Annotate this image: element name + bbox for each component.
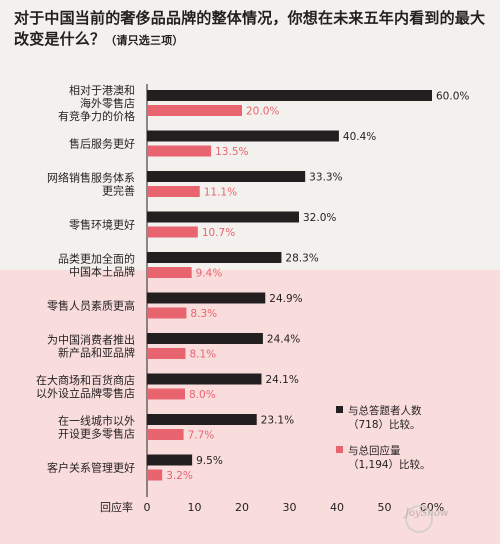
legend-entry-text: （1,194）比较。 [348,458,431,471]
category-label: 海外零售店 [80,96,135,110]
x-tick-label: 50 [378,501,392,514]
category-label: 零售环境更好 [69,218,135,232]
data-label-respondents: 33.3% [309,172,342,184]
chart-title-note: （请只选三项） [105,34,184,47]
category-label: 客户关系管理更好 [47,461,135,475]
chart-title: 对于中国当前的奢侈品品牌的整体情况，你想在未来五年内看到的最大改变是什么？（请只… [14,8,492,51]
bar-respondents [147,292,266,304]
category-label: 中国本土品牌 [69,265,135,279]
bar-respondents [147,171,306,182]
data-label-responses: 8.3% [190,308,217,320]
category-label: 在一线城市以外 [58,414,135,428]
background-bottom [0,270,500,544]
data-label-responses: 11.1% [204,187,237,199]
bar-responses [147,186,200,197]
category-label: 售后服务更好 [69,137,135,151]
legend-swatch [336,446,343,453]
bar-respondents [147,373,262,385]
data-label-responses: 8.0% [189,389,216,401]
watermark: JoyShow [405,508,449,519]
bar-responses [147,226,198,238]
watermark-logo-icon [405,505,433,533]
bar-responses [147,388,185,400]
legend-entry-text: 与总答题者人数 [348,404,422,417]
x-tick-label: 0 [144,501,151,514]
bar-responses [147,469,163,481]
data-label-responses: 9.4% [196,268,223,280]
legend-swatch [336,406,343,413]
x-tick-label: 20 [235,501,249,514]
data-label-respondents: 28.3% [285,253,318,265]
data-label-responses: 3.2% [166,470,193,482]
category-label: 更完善 [102,184,135,198]
bar-responses [147,105,242,116]
category-label: 品类更加全面的 [58,252,135,266]
bar-responses [147,145,212,157]
bar-responses [147,429,184,440]
data-label-respondents: 24.4% [267,334,300,346]
bar-respondents [147,454,193,466]
data-label-responses: 7.7% [188,430,215,442]
data-label-respondents: 60.0% [436,91,469,103]
category-label: 网络销售服务体系 [47,171,135,185]
category-label: 开设更多零售店 [58,427,135,441]
data-label-respondents: 24.9% [269,293,302,305]
bar-respondents [147,414,257,425]
bar-responses [147,307,187,319]
bar-respondents [147,252,282,263]
category-label: 新产品和亚品牌 [58,346,135,360]
bar-respondents [147,333,263,344]
data-label-responses: 20.0% [246,106,279,118]
bar-respondents [147,130,339,142]
data-label-responses: 13.5% [215,146,248,158]
x-tick-label: 10 [188,501,202,514]
x-axis-title: 回应率 [100,500,133,514]
bar-responses [147,348,186,359]
data-label-responses: 10.7% [202,227,235,239]
data-label-respondents: 32.0% [303,212,336,224]
bar-respondents [147,90,432,101]
legend-entry-text: 与总回应量 [348,444,401,457]
category-label: 有竞争力的价格 [58,109,135,123]
x-tick-label: 40 [330,501,344,514]
x-tick-label: 30 [283,501,297,514]
category-label: 以外设立品牌零售店 [36,386,135,400]
category-label: 为中国消费者推出 [47,333,135,347]
category-label: 零售人员素质更高 [47,299,135,313]
data-label-respondents: 23.1% [261,415,294,427]
data-label-respondents: 24.1% [265,374,298,386]
legend-entry-text: （718）比较。 [348,418,421,431]
category-label: 在大商场和百货商店 [36,373,135,387]
bar-respondents [147,211,299,223]
chart-title-text: 对于中国当前的奢侈品品牌的整体情况，你想在未来五年内看到的最大改变是什么？ [14,9,486,48]
data-label-respondents: 9.5% [196,455,223,467]
data-label-respondents: 40.4% [343,131,376,143]
category-label: 相对于港澳和 [69,83,135,97]
data-label-responses: 8.1% [189,349,216,361]
bar-responses [147,267,192,278]
